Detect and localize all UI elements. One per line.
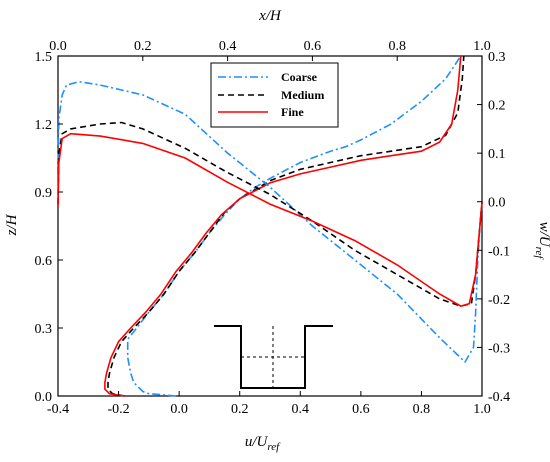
legend-label-medium: Medium xyxy=(281,88,324,102)
bottom-tick-label: 1.0 xyxy=(473,402,491,417)
right-tick-label: 0.0 xyxy=(488,196,506,211)
left-tick-label: 0.3 xyxy=(35,322,53,337)
top-tick-label: 0.2 xyxy=(134,39,152,54)
left-tick-label: 1.2 xyxy=(35,118,53,133)
top-axis-title: x/H xyxy=(258,8,282,24)
bottom-tick-label: 0.4 xyxy=(292,402,310,417)
series-u-fine xyxy=(104,55,462,397)
series-u-coarse xyxy=(126,55,462,397)
plot-border xyxy=(57,55,483,397)
left-tick-label: 0.6 xyxy=(35,254,53,269)
bottom-tick-label: -0.2 xyxy=(107,402,129,417)
bottom-tick-label: 0.2 xyxy=(231,402,249,417)
right-axis-title-sub: ref xyxy=(533,247,545,261)
series-layer xyxy=(57,55,483,397)
left-tick-label: 0.0 xyxy=(35,390,53,405)
legend: Coarse Medium Fine xyxy=(210,62,339,128)
top-tick-label: 1.0 xyxy=(473,39,491,54)
left-tick-label: 1.5 xyxy=(35,50,53,65)
left-tick-label: 0.9 xyxy=(35,186,53,201)
top-tick-label: 0.8 xyxy=(388,39,406,54)
right-tick-label: -0.3 xyxy=(488,341,510,356)
bottom-tick-label: 0.0 xyxy=(170,402,188,417)
bottom-tick-label: 0.6 xyxy=(352,402,370,417)
legend-label-fine: Fine xyxy=(281,105,304,119)
right-axis-title-main: w/U xyxy=(536,222,550,248)
bottom-axis-title: u/Uref xyxy=(245,434,281,453)
right-tick-label: -0.4 xyxy=(488,390,510,405)
right-tick-label: 0.3 xyxy=(488,50,506,65)
left-axis-title: z/H xyxy=(4,213,20,236)
top-tick-label: 0.4 xyxy=(219,39,237,54)
right-axis-title: w/Uref xyxy=(533,222,550,261)
right-tick-label: -0.1 xyxy=(488,244,510,259)
bottom-axis-title-main: u/U xyxy=(245,434,269,450)
right-tick-label: -0.2 xyxy=(488,293,510,308)
bottom-tick-label: -0.4 xyxy=(47,402,69,417)
ticks-layer: -0.4 -0.2 0.0 0.2 0.4 0.6 0.8 1.0 0.0 0.2 0.4 0.6 0.… xyxy=(35,39,511,417)
series-w-fine xyxy=(57,132,483,307)
right-tick-label: 0.2 xyxy=(488,99,506,114)
top-tick-label: 0.0 xyxy=(49,39,67,54)
bottom-tick-label: 0.8 xyxy=(413,402,431,417)
series-w-coarse xyxy=(57,80,483,364)
cavity-schematic-icon xyxy=(214,325,333,389)
series-u-medium xyxy=(107,55,465,397)
right-tick-label: 0.1 xyxy=(488,147,506,162)
legend-label-coarse: Coarse xyxy=(281,70,318,84)
plot-frame xyxy=(57,55,483,397)
top-tick-label: 0.6 xyxy=(304,39,322,54)
series-w-medium xyxy=(57,121,483,307)
bottom-axis-title-sub: ref xyxy=(267,441,281,453)
